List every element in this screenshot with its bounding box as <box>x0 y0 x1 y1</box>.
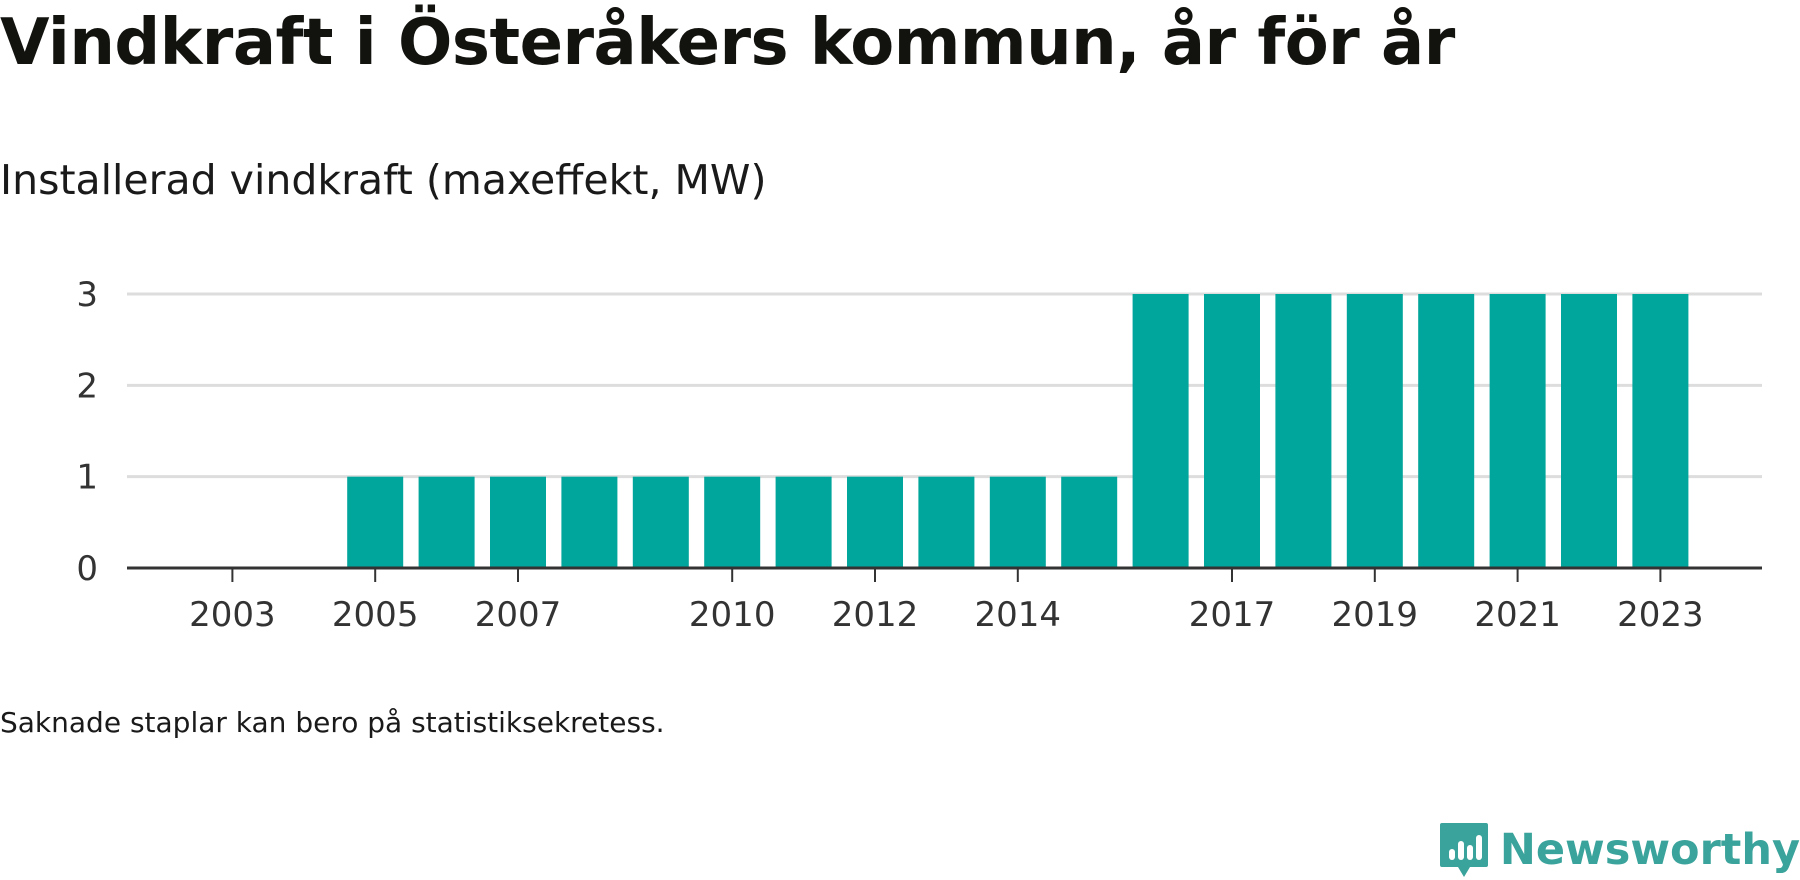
x-tick-label: 2003 <box>189 595 276 635</box>
x-tick-label: 2005 <box>332 595 419 635</box>
y-tick-label: 1 <box>76 458 98 498</box>
y-tick-label: 2 <box>76 366 98 406</box>
x-tick-label: 2012 <box>832 595 919 635</box>
bars <box>347 294 1689 568</box>
bar <box>775 476 832 568</box>
brand-logo: Newsworthy <box>1438 820 1800 880</box>
x-axis: 2003 2005 2007 2010 2012 2014 2017 2019 2021 2023 <box>127 566 1762 635</box>
bar <box>1561 294 1617 568</box>
bar <box>1632 294 1689 568</box>
chart-title: Vindkraft i Österåkers kommun, år för år <box>0 6 1455 80</box>
bar-chart: 2003 2005 2007 2010 2012 2014 2017 2019 2021 2023… <box>76 275 1762 635</box>
bar <box>704 476 761 568</box>
bar <box>632 476 689 568</box>
brand-name: Newsworthy <box>1499 825 1800 875</box>
x-tick-label: 2010 <box>689 595 776 635</box>
bar <box>1418 294 1475 568</box>
bar <box>1275 294 1332 568</box>
x-tick-label: 2017 <box>1189 595 1276 635</box>
bar <box>1132 294 1189 568</box>
bar <box>847 476 903 568</box>
bar <box>1346 294 1403 568</box>
x-tick-label: 2014 <box>975 595 1062 635</box>
chart-subtitle: Installerad vindkraft (maxeffekt, MW) <box>0 156 767 204</box>
bar <box>561 476 618 568</box>
bar <box>989 476 1046 568</box>
bar <box>418 476 475 568</box>
bar <box>1204 294 1260 568</box>
bar <box>918 476 975 568</box>
y-axis: 0 1 2 3 <box>76 275 98 589</box>
x-tick-label: 2007 <box>475 595 562 635</box>
x-tick-label: 2021 <box>1474 595 1561 635</box>
bar <box>347 476 404 568</box>
bar <box>1489 294 1546 568</box>
x-tick-label: 2019 <box>1332 595 1419 635</box>
y-tick-label: 0 <box>76 549 98 589</box>
bar <box>1061 476 1118 568</box>
x-tick-label: 2023 <box>1617 595 1704 635</box>
footnote: Saknade staplar kan bero på statistiksek… <box>0 706 665 739</box>
newsworthy-logo-icon <box>1439 823 1488 877</box>
bar <box>490 476 546 568</box>
y-tick-label: 3 <box>76 275 98 315</box>
